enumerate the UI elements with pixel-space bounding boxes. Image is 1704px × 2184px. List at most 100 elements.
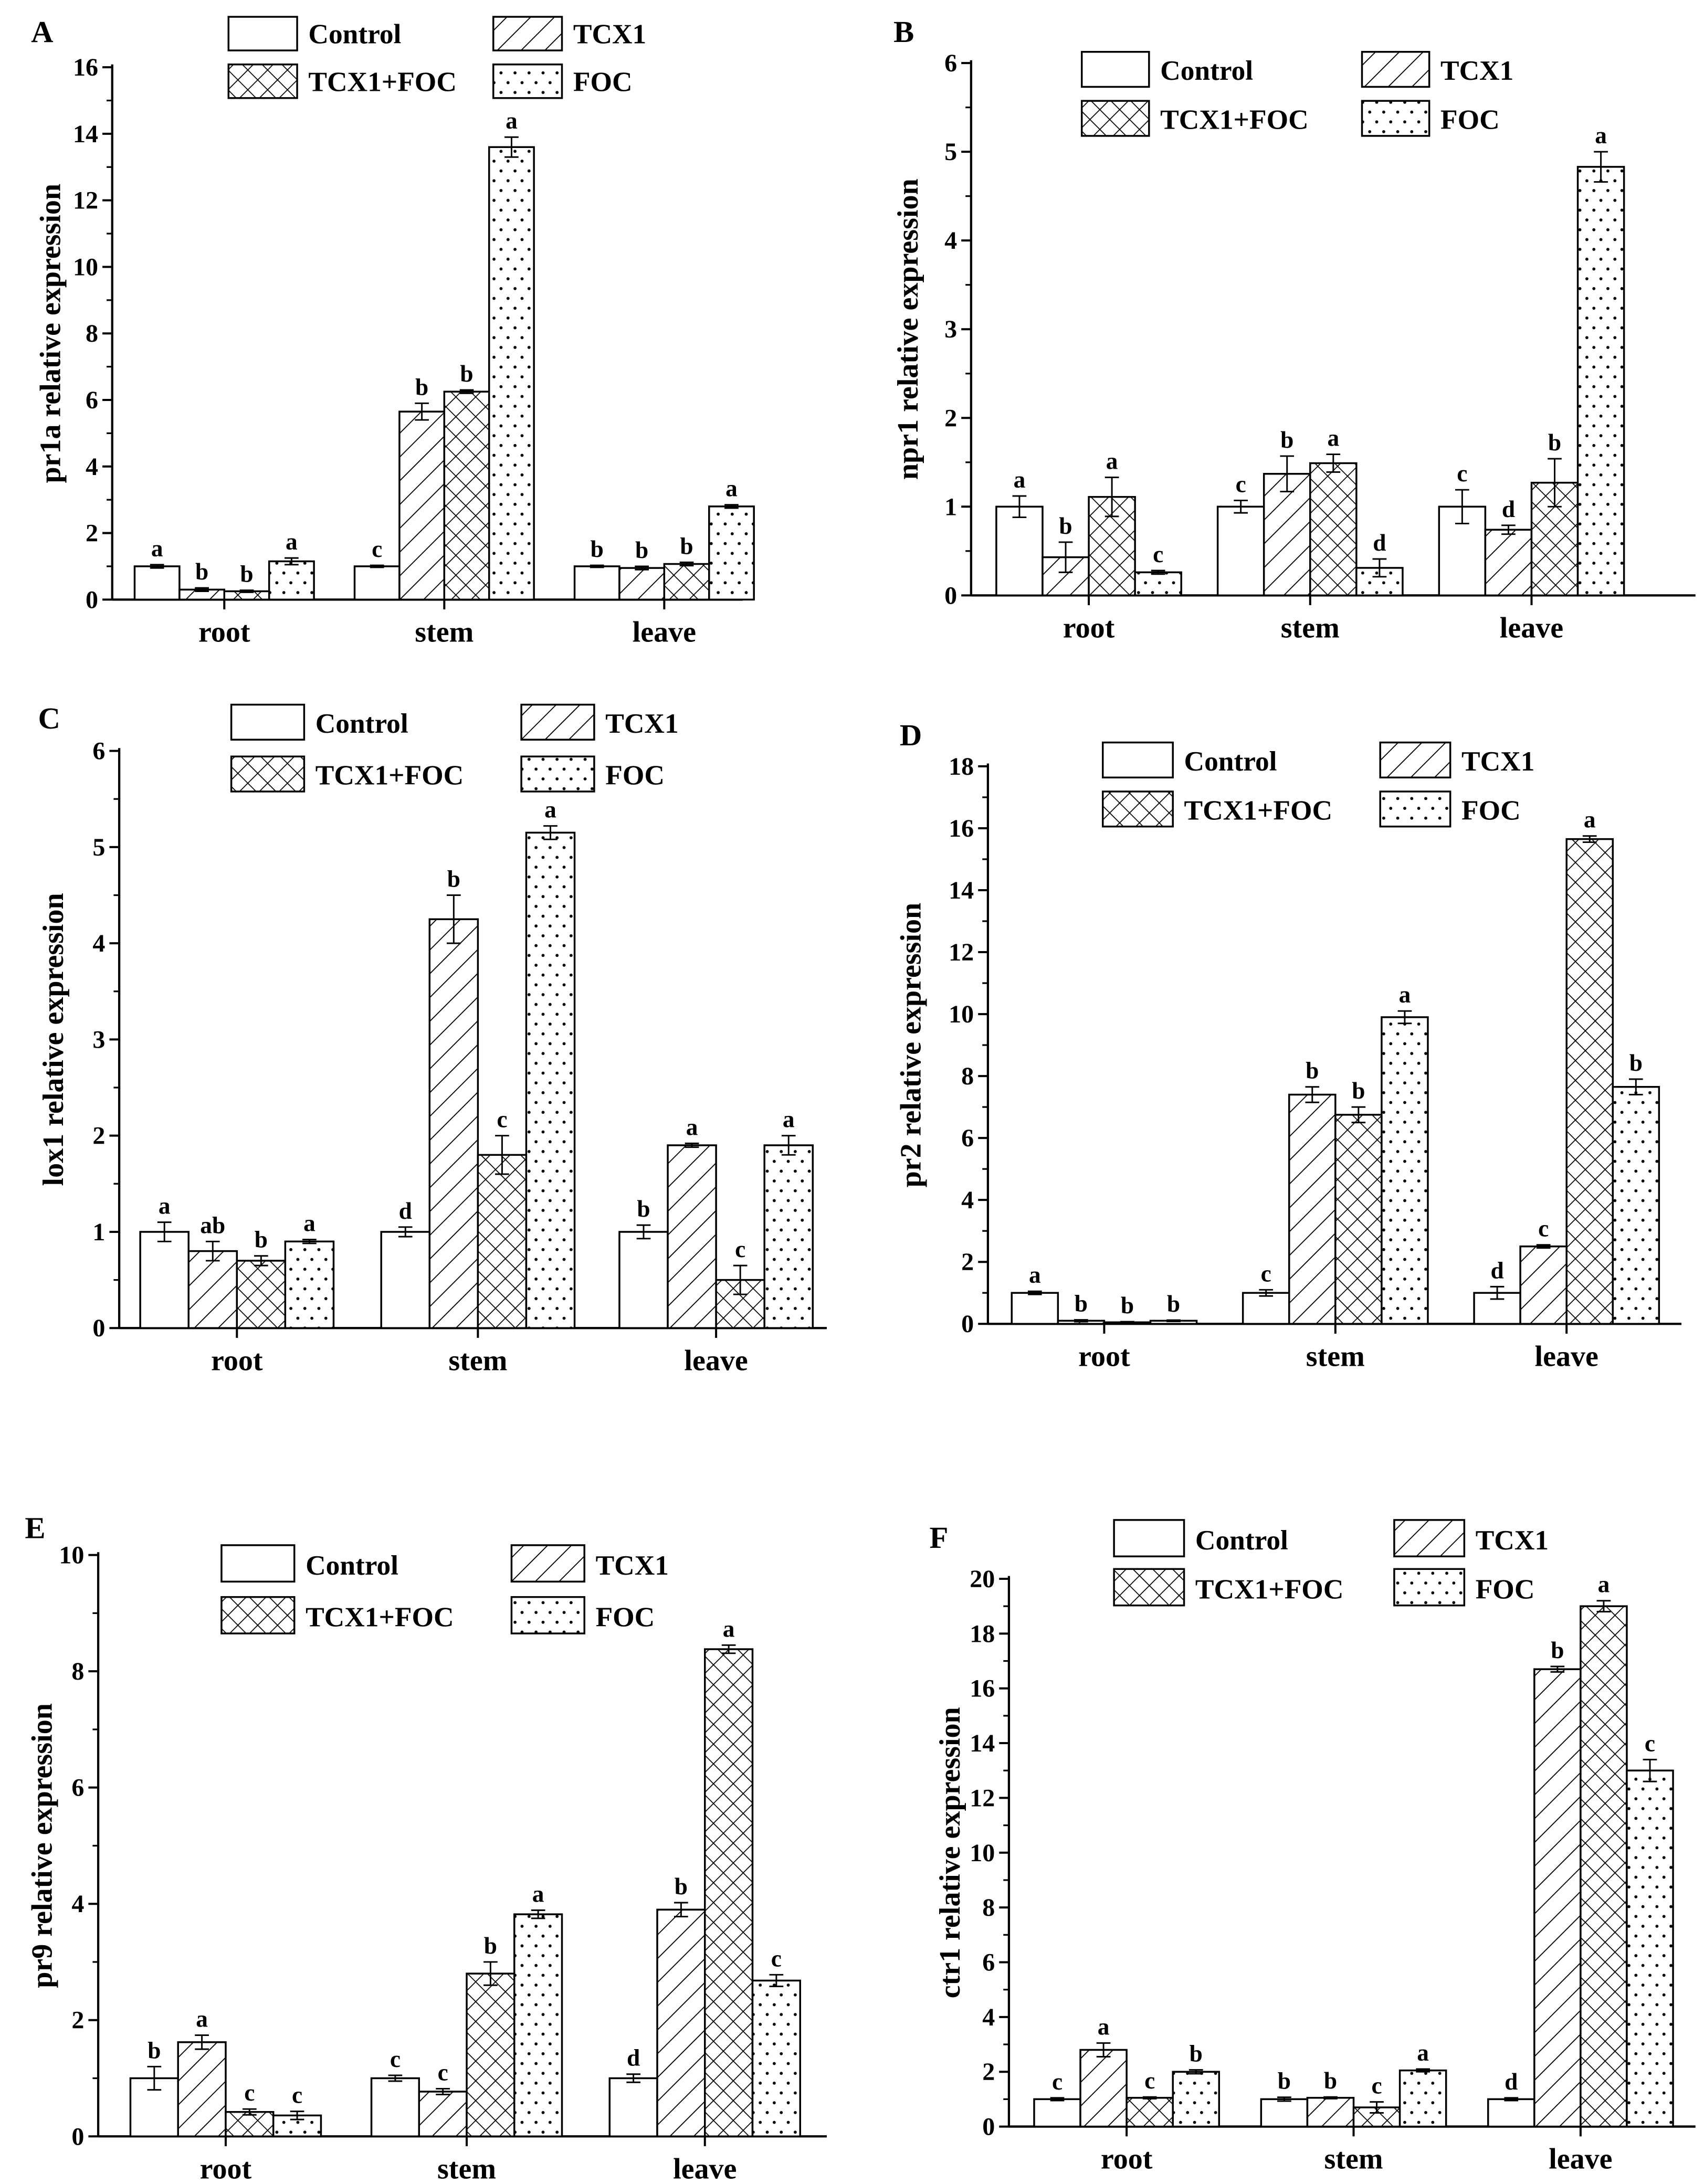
bar-control-leave — [1487, 2098, 1535, 2128]
significance-letter: b — [1190, 2041, 1203, 2067]
y-tick-label: 2 — [92, 1122, 105, 1150]
bar-foc-stem — [1381, 1016, 1429, 1325]
significance-letter: a — [1595, 122, 1607, 149]
bar-control-stem — [353, 565, 401, 601]
legend-swatch — [1393, 1568, 1466, 1607]
significance-letter: b — [1306, 1058, 1319, 1084]
bar-foc-root — [268, 560, 315, 601]
x-tick-label: leave — [1549, 2143, 1612, 2176]
significance-letter: c — [244, 2080, 255, 2106]
y-tick-label: 8 — [71, 1658, 84, 1685]
bar-foc-stem — [513, 1913, 563, 2137]
significance-letter: c — [1457, 460, 1467, 487]
significance-letter: c — [497, 1106, 507, 1133]
significance-letter: b — [195, 558, 208, 585]
x-tick-label: leave — [684, 1344, 748, 1377]
significance-letter: d — [1505, 2069, 1518, 2095]
significance-letter: b — [1167, 1291, 1180, 1317]
bar-tcx1-foc-root — [236, 1260, 287, 1329]
y-tick-label: 5 — [92, 833, 105, 861]
significance-letter: b — [680, 533, 693, 559]
significance-letter: c — [1236, 471, 1246, 497]
legend-label: TCX1 — [596, 1549, 669, 1581]
legend: Control TCX1 TCX1+FOC FOC — [1113, 1519, 1549, 1607]
bar-foc-leave — [1612, 1086, 1660, 1325]
significance-letter: a — [532, 1881, 544, 1907]
bar-tcx1-root — [1079, 2049, 1128, 2128]
legend-label: TCX1 — [1461, 745, 1534, 777]
y-tick-label: 6 — [961, 1124, 974, 1152]
legend-label: Control — [1195, 1524, 1288, 1556]
legend-swatch — [510, 1544, 585, 1583]
bar-tcx1-root — [177, 2041, 227, 2137]
significance-letter: b — [148, 2037, 161, 2063]
bar-tcx1-foc-leave — [1565, 838, 1614, 1325]
y-tick-label: 6 — [86, 386, 98, 414]
legend-label: TCX1 — [1476, 1524, 1549, 1556]
legend-swatch — [1080, 100, 1150, 137]
y-tick-label: 14 — [949, 877, 974, 904]
significance-letter: a — [151, 535, 163, 562]
y-axis-label: pr1a relative expression — [35, 184, 67, 483]
legend-label: FOC — [1461, 794, 1521, 826]
bar-tcx1-foc-leave — [704, 1648, 754, 2137]
significance-letter: a — [286, 529, 298, 555]
significance-letter: a — [1584, 807, 1596, 833]
y-tick-label: 4 — [944, 227, 957, 255]
y-tick-label: 3 — [944, 315, 957, 343]
bar-control-stem — [1242, 1292, 1290, 1325]
legend-swatch — [1080, 51, 1150, 88]
y-tick-label: 8 — [86, 320, 98, 347]
significance-letter: a — [1014, 467, 1026, 493]
panel-label: C — [38, 701, 60, 735]
bar-foc-leave — [708, 505, 755, 601]
y-tick-label: 12 — [949, 938, 974, 966]
legend-label: TCX1 — [573, 18, 646, 50]
legend-label: Control — [1160, 55, 1253, 86]
legend-label: FOC — [1440, 104, 1500, 135]
bar-tcx1-foc-stem — [443, 391, 490, 601]
y-tick-label: 5 — [944, 138, 957, 166]
legend-swatch — [492, 16, 563, 51]
bar-tcx1-foc-stem — [1334, 1114, 1383, 1325]
legend-label: TCX1+FOC — [315, 759, 464, 791]
bar-foc-root — [1134, 571, 1182, 597]
significance-letter: d — [1373, 530, 1386, 556]
significance-letter: b — [637, 1196, 650, 1222]
bar-tcx1-foc-stem — [477, 1154, 528, 1329]
bar-tcx1-stem — [418, 2091, 468, 2137]
significance-letter: d — [1490, 1257, 1503, 1283]
y-tick-label: 8 — [982, 1894, 995, 1922]
significance-letter: d — [1502, 496, 1515, 522]
bar-tcx1-leave — [667, 1144, 717, 1329]
significance-letter: a — [783, 1106, 795, 1133]
y-tick-label: 16 — [949, 815, 974, 842]
legend-swatch — [1393, 1519, 1466, 1558]
significance-letter: c — [735, 1236, 745, 1262]
y-tick-label: 4 — [982, 2003, 995, 2031]
legend-label: Control — [315, 708, 408, 739]
significance-letter: b — [1629, 1050, 1643, 1076]
y-tick-label: 2 — [86, 520, 98, 547]
y-tick-label: 10 — [59, 1542, 84, 1569]
legend-label: FOC — [596, 1601, 655, 1633]
bar-tcx1-stem — [428, 918, 479, 1329]
x-tick-label: root — [1101, 2143, 1153, 2176]
significance-letter: a — [303, 1210, 315, 1237]
y-tick-label: 14 — [73, 120, 98, 148]
legend-label: TCX1+FOC — [308, 66, 456, 97]
significance-letter: b — [1551, 1637, 1564, 1663]
chart-panel-a: A 0 2 4 6 8 10 12 14 16 pr1a relative expression ro… — [31, 15, 755, 648]
significance-letter: c — [1052, 2069, 1063, 2095]
legend-label: Control — [308, 18, 401, 50]
x-tick-label: stem — [415, 616, 474, 648]
significance-letter: d — [399, 1198, 412, 1224]
bar-tcx1-foc-leave — [663, 563, 710, 601]
x-tick-label: leave — [673, 2153, 737, 2184]
y-tick-label: 2 — [944, 404, 957, 432]
x-tick-label: stem — [1306, 1340, 1365, 1373]
bar-foc-root — [1172, 2071, 1221, 2128]
bar-tcx1-leave — [1519, 1245, 1568, 1325]
bar-control-root — [129, 2077, 179, 2137]
bar-foc-stem — [1398, 2069, 1447, 2128]
